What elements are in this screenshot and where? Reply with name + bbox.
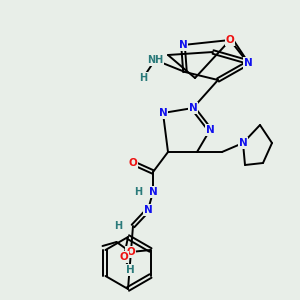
Text: H: H bbox=[126, 265, 134, 275]
Text: H: H bbox=[114, 221, 122, 231]
Text: N: N bbox=[159, 108, 167, 118]
Text: O: O bbox=[126, 247, 135, 257]
Text: N: N bbox=[148, 187, 158, 197]
Text: N: N bbox=[238, 138, 247, 148]
Text: N: N bbox=[206, 125, 214, 135]
Text: N: N bbox=[144, 205, 152, 215]
Text: N: N bbox=[244, 58, 252, 68]
Text: N: N bbox=[189, 103, 197, 113]
Text: O: O bbox=[129, 158, 137, 168]
Text: O: O bbox=[120, 252, 128, 262]
Text: O: O bbox=[226, 35, 234, 45]
Text: H: H bbox=[139, 73, 147, 83]
Text: N: N bbox=[178, 40, 188, 50]
Text: H: H bbox=[134, 187, 142, 197]
Text: NH: NH bbox=[147, 55, 163, 65]
